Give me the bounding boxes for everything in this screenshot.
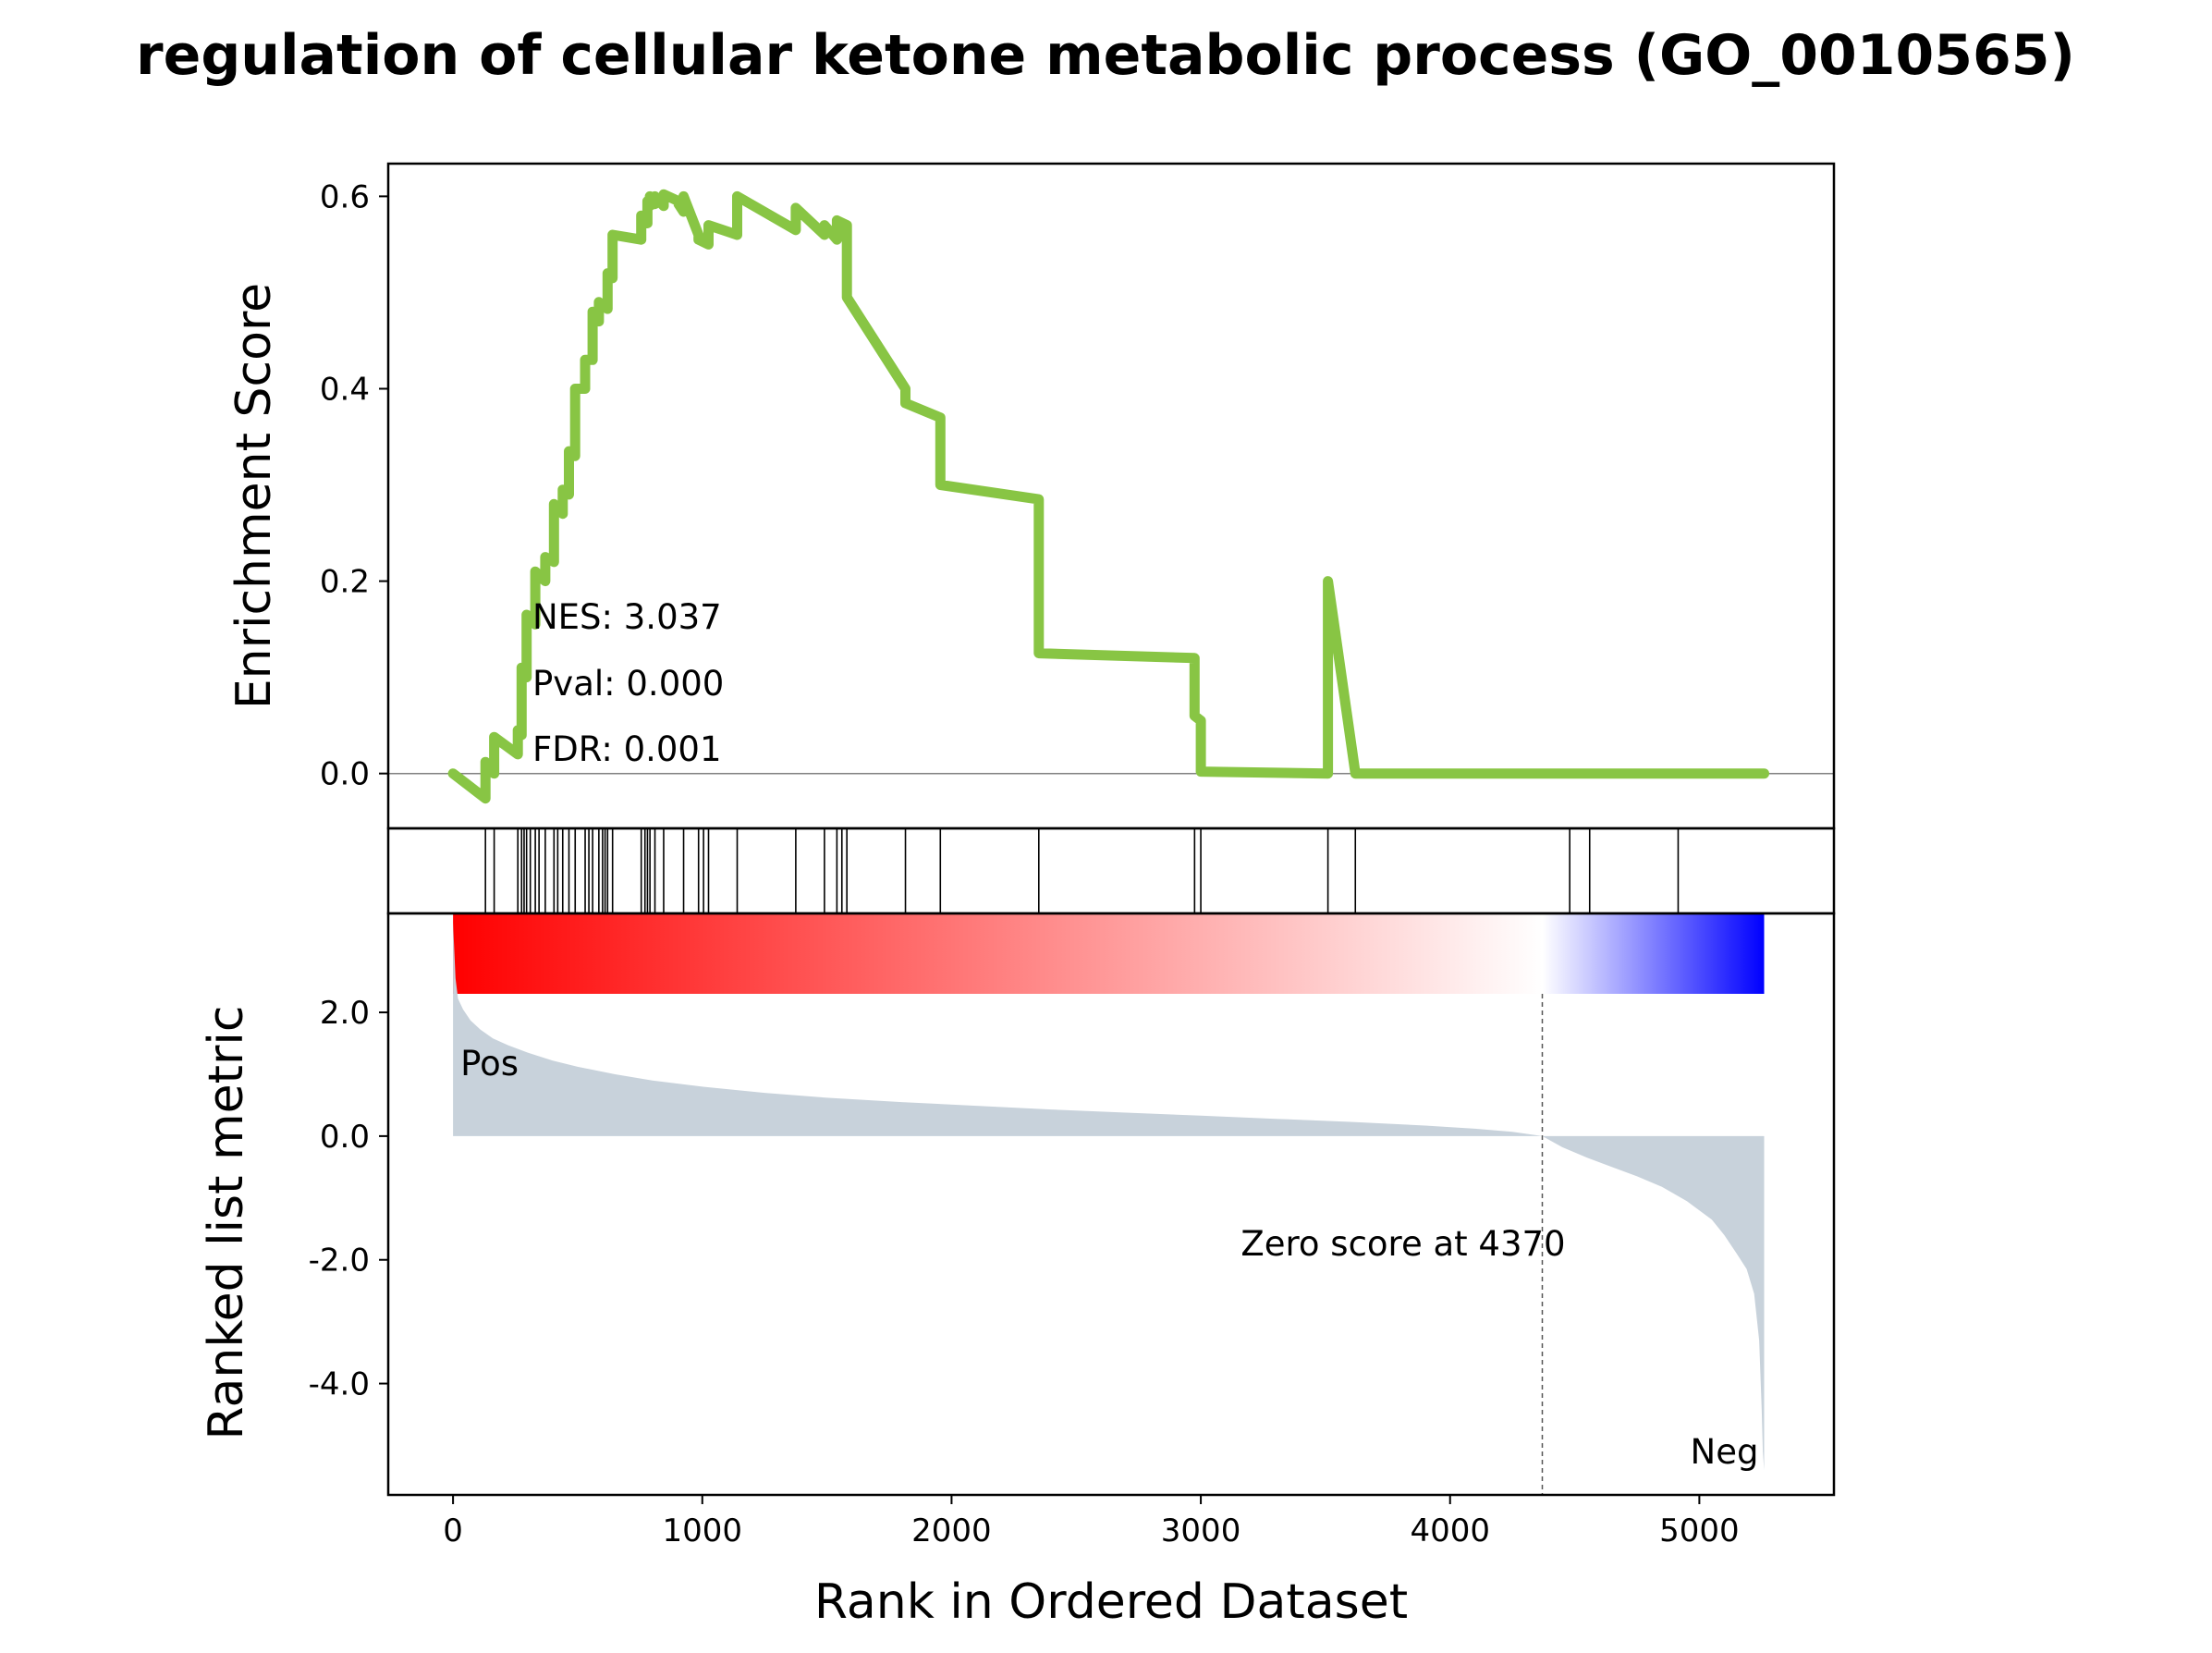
es-y-axis-label: Enrichment Score <box>226 283 282 709</box>
x-ticks: 0 1000 2000 3000 4000 5000 <box>443 1495 1740 1549</box>
rank-y-tick-label: 2.0 <box>320 995 370 1032</box>
enrichment-score-panel: 0.0 0.2 0.4 0.6 Enrichment Score NES: 3.037… <box>226 178 1834 804</box>
x-axis-label: Rank in Ordered Dataset <box>814 1574 1408 1630</box>
x-tick-label: 2000 <box>911 1512 992 1549</box>
es-y-tick-label: 0.4 <box>320 371 370 408</box>
zero-score-label: Zero score at 4370 <box>1240 1224 1565 1264</box>
x-tick-label: 1000 <box>662 1512 742 1549</box>
ranked-metric-area <box>453 923 1765 1471</box>
chart-title: regulation of cellular ketone metabolic … <box>136 23 2075 88</box>
x-tick-label: 3000 <box>1161 1512 1241 1549</box>
ranked-metric-panel: Zero score at 4370 Pos Neg 2.0 0.0 -2.0 -4.… <box>199 912 1765 1495</box>
rank-y-tick-label: -2.0 <box>309 1243 370 1280</box>
x-tick-label: 5000 <box>1659 1512 1740 1549</box>
rank-y-tick-label: 0.0 <box>320 1119 370 1156</box>
pval-stat: Pval: 0.000 <box>532 664 724 704</box>
rank-panel-frame <box>386 912 1836 1497</box>
gene-hits-panel <box>484 828 1680 913</box>
es-y-tick-label: 0.0 <box>320 756 370 793</box>
rank-y-axis-label: Ranked list metric <box>199 1006 254 1440</box>
neg-label: Neg <box>1691 1432 1759 1472</box>
es-series-line <box>447 189 1769 804</box>
fdr-stat: FDR: 0.001 <box>532 729 722 769</box>
rank-y-ticks: 2.0 0.0 -2.0 -4.0 <box>309 995 388 1403</box>
es-y-tick-label: 0.6 <box>320 178 370 215</box>
es-y-tick-label: 0.2 <box>320 564 370 601</box>
x-tick-label: 4000 <box>1410 1512 1490 1549</box>
rank-heatmap-bar <box>453 912 1765 994</box>
rank-y-tick-label: -4.0 <box>309 1366 370 1403</box>
nes-stat: NES: 3.037 <box>532 597 722 637</box>
x-tick-label: 0 <box>443 1512 463 1549</box>
pos-label: Pos <box>460 1044 519 1084</box>
panel-frames <box>386 162 1836 1497</box>
es-y-ticks: 0.0 0.2 0.4 0.6 <box>320 178 388 793</box>
